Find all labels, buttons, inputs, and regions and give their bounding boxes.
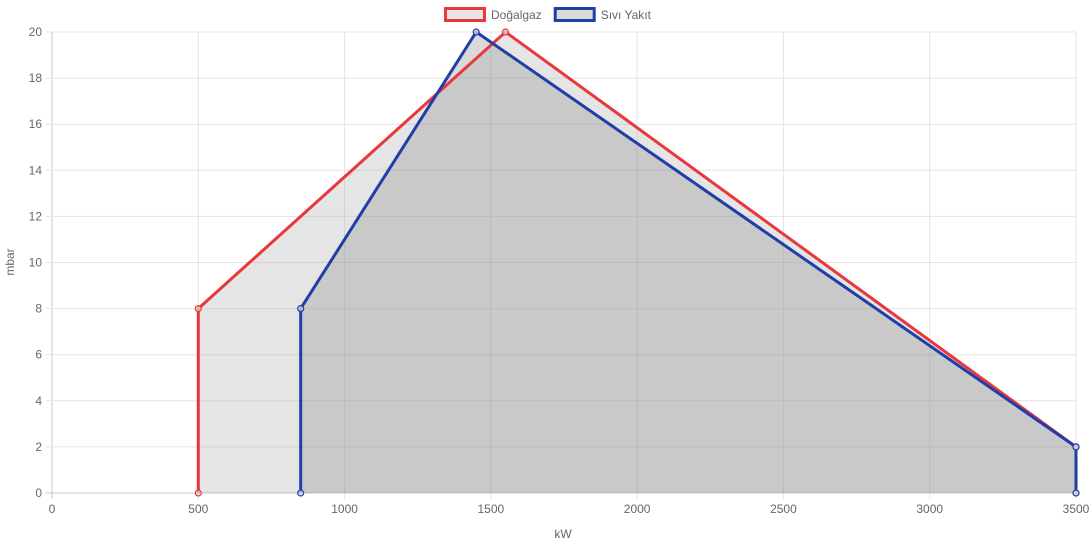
legend: Doğalgaz Sıvı Yakıt bbox=[444, 7, 652, 22]
y-axis-ticks: 0 2 4 6 8 10 12 14 16 18 20 bbox=[29, 25, 43, 500]
grid-lines bbox=[46, 31, 1077, 499]
data-point bbox=[194, 305, 202, 313]
x-tick-label: 2000 bbox=[624, 502, 651, 516]
series-points bbox=[194, 28, 1080, 497]
data-point bbox=[501, 28, 510, 36]
y-tick-label: 2 bbox=[35, 440, 42, 454]
y-tick-label: 12 bbox=[29, 209, 43, 223]
x-axis-ticks: 0 500 1000 1500 2000 2500 3000 3500 bbox=[49, 502, 1090, 516]
y-tick-label: 8 bbox=[35, 302, 42, 316]
y-tick-label: 18 bbox=[29, 71, 43, 85]
x-tick-label: 1000 bbox=[331, 502, 358, 516]
y-tick-label: 14 bbox=[29, 163, 43, 177]
y-axis-label: mbar bbox=[3, 248, 17, 275]
data-point bbox=[1072, 443, 1080, 451]
y-tick-label: 0 bbox=[35, 486, 42, 500]
x-tick-label: 3000 bbox=[916, 502, 943, 516]
x-tick-label: 1500 bbox=[478, 502, 505, 516]
legend-swatch bbox=[553, 7, 596, 22]
x-tick-label: 0 bbox=[49, 502, 56, 516]
y-tick-label: 16 bbox=[29, 117, 43, 131]
data-point bbox=[297, 489, 305, 497]
data-point bbox=[1072, 489, 1080, 497]
y-tick-label: 4 bbox=[35, 394, 42, 408]
x-tick-label: 500 bbox=[188, 502, 208, 516]
data-point bbox=[297, 305, 305, 313]
data-point bbox=[472, 28, 480, 36]
data-point bbox=[194, 489, 202, 497]
y-tick-label: 6 bbox=[35, 348, 42, 362]
x-axis-label: kW bbox=[554, 527, 572, 541]
series-area bbox=[300, 32, 1077, 493]
series-area bbox=[198, 32, 1077, 493]
y-tick-label: 20 bbox=[29, 25, 43, 39]
legend-swatch bbox=[444, 7, 486, 22]
x-tick-label: 2500 bbox=[770, 502, 797, 516]
legend-label: Sıvı Yakıt bbox=[601, 8, 652, 22]
series-areas bbox=[198, 32, 1077, 493]
x-tick-label: 3500 bbox=[1063, 502, 1090, 516]
legend-label: Doğalgaz bbox=[491, 8, 542, 22]
y-tick-label: 10 bbox=[29, 256, 43, 270]
